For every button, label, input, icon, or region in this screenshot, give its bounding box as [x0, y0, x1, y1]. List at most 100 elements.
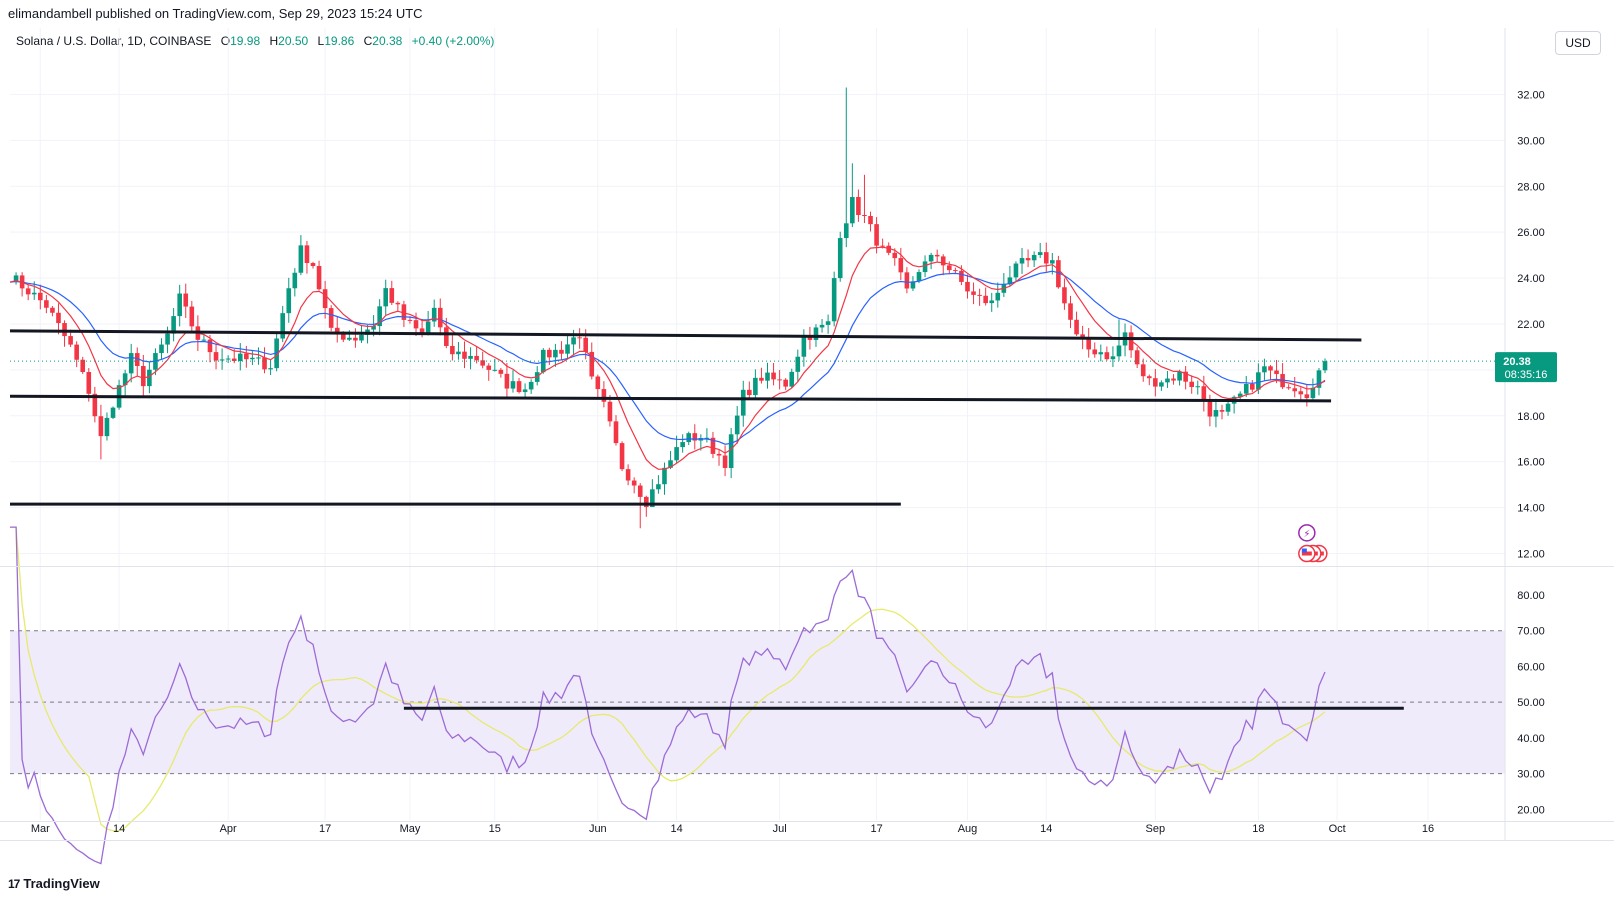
candle-body — [31, 292, 37, 295]
candle-body — [347, 337, 352, 340]
candle-body — [1062, 287, 1067, 304]
candle-body — [62, 323, 67, 337]
time-tick-label: 15 — [489, 823, 501, 835]
mid-support-line — [9, 394, 1332, 403]
last-price-label: 20.38 — [1503, 356, 1531, 368]
candle-body — [995, 292, 1001, 301]
candle-body — [1237, 393, 1243, 397]
candle-body — [1250, 383, 1255, 390]
candle-body — [868, 216, 873, 225]
candle-body — [13, 275, 19, 283]
candle-body — [1025, 258, 1031, 261]
ema-layer — [9, 246, 1326, 470]
candle-body — [128, 353, 134, 374]
rsi-line — [10, 526, 1326, 865]
candle-body — [668, 460, 673, 468]
ohlc-open-label: O — [220, 34, 231, 48]
rsi-layer — [10, 526, 1404, 865]
candle-body — [898, 258, 904, 273]
candle-body — [577, 337, 582, 339]
candle-body — [92, 393, 98, 417]
candle-body — [256, 357, 261, 359]
candle-body — [1165, 378, 1170, 383]
candle-body — [1316, 370, 1322, 388]
candle-body — [1177, 371, 1182, 381]
candle-body — [571, 337, 576, 345]
candle-body — [98, 416, 104, 437]
ohlc-high-label: H — [269, 34, 279, 48]
candle-body — [56, 312, 61, 324]
candle-body — [1080, 334, 1085, 338]
rsi-ma-line — [10, 526, 1326, 832]
candle-body — [1074, 319, 1079, 335]
candle-body — [371, 326, 376, 330]
candle-body — [850, 197, 855, 224]
candle-body — [1146, 376, 1152, 379]
candle-body — [104, 417, 110, 437]
us-flag-icon-stripe — [1301, 551, 1312, 556]
candle-body — [147, 369, 152, 387]
candle-body — [504, 373, 510, 389]
candle-body — [734, 415, 740, 435]
candle-body — [286, 288, 292, 314]
candle-body — [1310, 387, 1316, 399]
tradingview-logo[interactable]: 17 TradingView — [8, 876, 100, 891]
rsi-band-layer — [10, 630, 1505, 775]
candle-body — [716, 453, 722, 456]
candle-body — [292, 272, 298, 289]
price-tick-label: 28.00 — [1517, 181, 1545, 193]
candle-body — [1183, 371, 1188, 382]
candle-body — [1286, 387, 1291, 389]
price-tick-label: 14.00 — [1517, 503, 1545, 515]
candle-body — [825, 321, 831, 325]
candle-body — [474, 355, 479, 361]
price-tick-label: 18.00 — [1517, 411, 1545, 423]
time-tick-label: 17 — [319, 823, 331, 835]
candle-body — [1110, 356, 1116, 360]
ohlc-open: 19.98 — [230, 34, 261, 48]
candle-body — [510, 381, 516, 389]
candle-body — [589, 351, 595, 377]
time-tick-label: Aug — [958, 823, 978, 835]
time-tick-label: Jun — [589, 823, 607, 835]
candle-body — [1050, 260, 1055, 264]
candle-body — [559, 349, 564, 354]
candle-body — [795, 356, 801, 372]
candle-body — [1013, 263, 1019, 278]
last-price-tag — [1495, 352, 1557, 383]
candle-body — [934, 254, 940, 257]
resistance-line — [9, 329, 1362, 342]
time-tick-label: Apr — [220, 823, 237, 835]
candle-body — [747, 389, 752, 396]
candle-body — [1292, 388, 1298, 392]
candle-body — [165, 333, 170, 345]
candle-body — [1159, 382, 1164, 387]
candle-body — [425, 321, 431, 334]
candle-body — [601, 389, 607, 402]
candle-body — [644, 496, 649, 508]
candle-body — [625, 469, 631, 481]
candle-body — [462, 351, 467, 359]
candle-body — [141, 366, 146, 387]
symbol-legend: Solana / U.S. Dollar, 1D, COINBASE O19.9… — [16, 34, 494, 48]
candle-body — [262, 357, 267, 370]
lightning-icon — [1298, 524, 1316, 542]
candle-body — [328, 308, 334, 328]
countdown-label: 08:35:16 — [1505, 369, 1548, 381]
candle-body — [910, 281, 916, 289]
candle-body — [389, 288, 395, 303]
time-tick-label: Jul — [773, 823, 787, 835]
candle-body — [819, 324, 825, 328]
candle-body — [989, 300, 995, 304]
lightning-icon-glyph: ⚡ — [1303, 529, 1310, 540]
candle-body — [637, 485, 643, 497]
currency-button[interactable]: USD — [1555, 31, 1601, 55]
rsi-tick-label: 60.00 — [1517, 661, 1545, 673]
us-flag-icon-canton — [1301, 548, 1307, 553]
candle-body — [728, 434, 734, 468]
candle-body — [1116, 345, 1122, 357]
candle-body — [1092, 349, 1098, 355]
time-tick-label: 18 — [1252, 823, 1264, 835]
candle-body — [553, 349, 558, 358]
